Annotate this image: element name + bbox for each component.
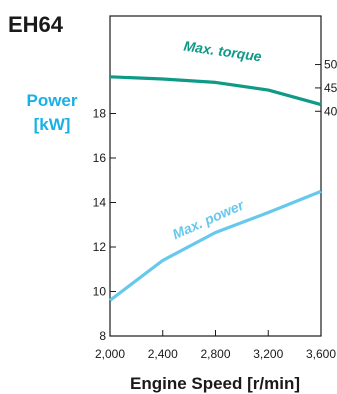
x-tick-label: 2,800	[200, 347, 230, 361]
series-line-max-torque	[109, 75, 322, 107]
y2-tick-label: 40	[324, 104, 337, 118]
x-tick-label: 3,200	[253, 347, 283, 361]
y-tick-label: 14	[93, 196, 107, 210]
x-tick-label: 2,000	[95, 347, 125, 361]
series-label-max-torque: Max. torque	[183, 38, 263, 65]
y-tick-label: 18	[93, 107, 107, 121]
x-tick-label: 2,400	[148, 347, 178, 361]
y-axis-label-line2: [kW]	[34, 115, 71, 134]
y-axis-label-line1: Power	[26, 91, 77, 110]
y-tick-label: 8	[99, 329, 106, 343]
series-line-max-power	[109, 189, 322, 302]
y-tick-label: 10	[93, 285, 107, 299]
y2-tick-label: 50	[324, 58, 337, 72]
x-axis-label: Engine Speed [r/min]	[130, 374, 300, 393]
y2-tick-label: 45	[324, 81, 337, 95]
model-title: EH64	[8, 12, 64, 37]
plot-frame	[109, 15, 322, 337]
y-tick-label: 12	[93, 240, 107, 254]
y-tick-label: 16	[93, 151, 107, 165]
x-tick-label: 3,600	[306, 347, 336, 361]
